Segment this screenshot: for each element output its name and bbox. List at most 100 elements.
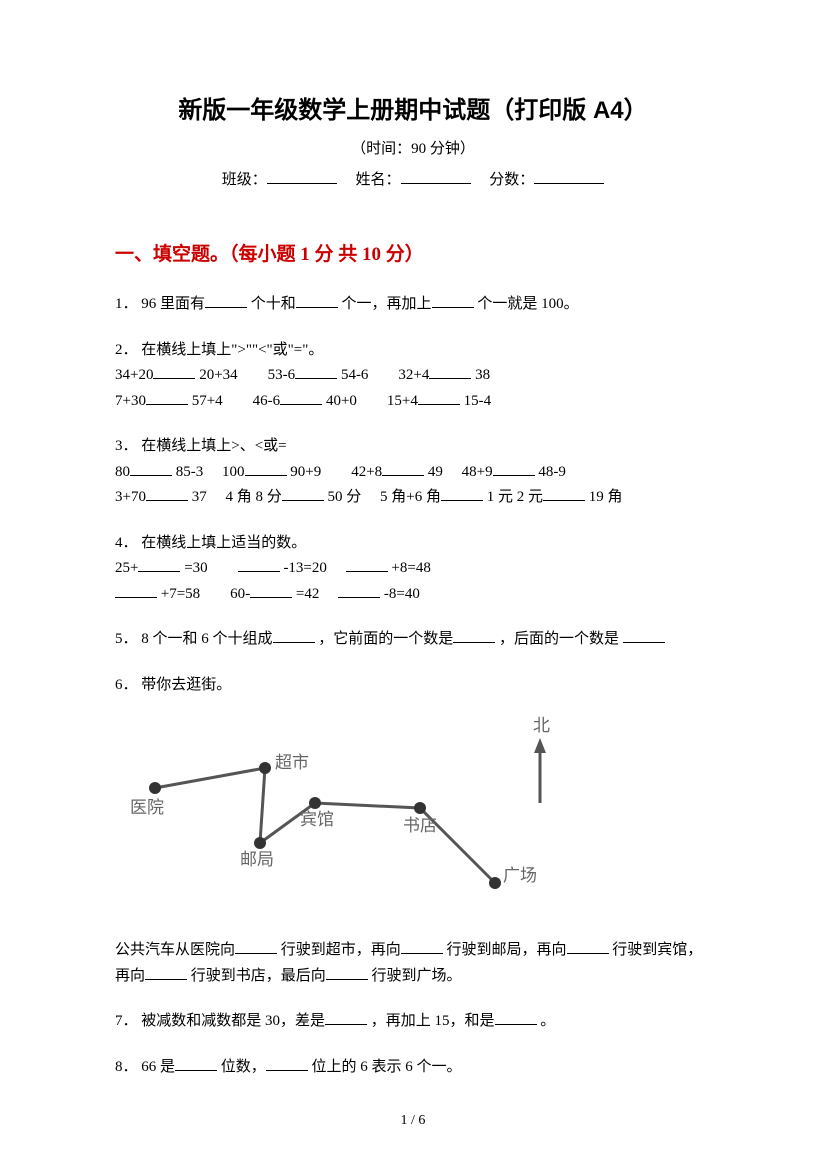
q1-blank-1[interactable] — [205, 293, 247, 308]
q6-p2: 行驶到超市，再向 — [281, 942, 401, 958]
node-bookstore: 书店 — [403, 816, 437, 835]
q2-blank-3[interactable] — [429, 364, 471, 379]
q4-blank-1[interactable] — [138, 557, 180, 572]
q7-blank-1[interactable] — [325, 1010, 367, 1025]
student-info-line: 班级： 姓名： 分数： — [115, 168, 711, 189]
q3-l2e: 19 角 — [589, 489, 623, 505]
q3-l1c: 90+9 42+8 — [290, 464, 382, 480]
q8-blank-1[interactable] — [175, 1056, 217, 1071]
q4-l2b: =42 — [296, 586, 338, 602]
q3-blank-4[interactable] — [493, 461, 535, 476]
q8-p1: 66 是 — [141, 1059, 175, 1075]
name-label: 姓名： — [355, 172, 400, 188]
q3-blank-2[interactable] — [245, 461, 287, 476]
q8-num: 8． — [115, 1059, 138, 1075]
q1-num: 1． — [115, 296, 138, 312]
q7-p2: ，再加上 15，和是 — [371, 1013, 495, 1029]
q5-p2: ，它前面的一个数是 — [318, 631, 453, 647]
q6-blank-1[interactable] — [235, 939, 277, 954]
q4-blank-2[interactable] — [238, 557, 280, 572]
q4-l1b: =30 — [184, 560, 237, 576]
q8-p2: 位数， — [221, 1059, 266, 1075]
question-3: 3． 在横线上填上>、<或= 80 85-3 100 90+9 42+8 49 … — [115, 434, 711, 511]
name-blank[interactable] — [401, 169, 471, 184]
q2-l2c: 40+0 15+4 — [326, 393, 418, 409]
q2-blank-2[interactable] — [295, 364, 337, 379]
q4-blank-5[interactable] — [250, 583, 292, 598]
q1-text-4: 个一就是 100。 — [477, 296, 578, 312]
q4-num: 4． — [115, 535, 138, 551]
q3-l2d: 1 元 2 元 — [487, 489, 543, 505]
north-label: 北 — [533, 716, 550, 735]
q3-l2a: 3+70 — [115, 489, 146, 505]
q4-l1d: +8=48 — [391, 560, 430, 576]
class-label: 班级： — [222, 172, 267, 188]
q4-l2a: +7=58 60- — [161, 586, 250, 602]
section-1-header: 一、填空题。（每小题 1 分 共 10 分） — [115, 239, 711, 266]
page-number: 1 / 6 — [0, 1113, 826, 1129]
q1-text-2: 个十和 — [251, 296, 296, 312]
q3-l1b: 85-3 100 — [176, 464, 245, 480]
q2-l2d: 15-4 — [464, 393, 492, 409]
q3-blank-6[interactable] — [282, 486, 324, 501]
q6-blank-5[interactable] — [326, 965, 368, 980]
q1-blank-2[interactable] — [296, 293, 338, 308]
node-supermarket: 超市 — [275, 753, 309, 772]
exam-title: 新版一年级数学上册期中试题（打印版 A4） — [115, 90, 711, 125]
q4-l1c: -13=20 — [283, 560, 345, 576]
q6-num: 6． — [115, 677, 138, 693]
q2-l1a: 34+20 — [115, 367, 153, 383]
q2-blank-5[interactable] — [280, 390, 322, 405]
q6-p1: 公共汽车从医院向 — [115, 942, 235, 958]
q4-l2c: -8=40 — [384, 586, 420, 602]
q5-blank-3[interactable] — [623, 628, 665, 643]
q3-l1a: 80 — [115, 464, 130, 480]
score-blank[interactable] — [534, 169, 604, 184]
q3-intro: 在横线上填上>、<或= — [141, 438, 286, 454]
q6-blank-2[interactable] — [401, 939, 443, 954]
question-6: 6． 带你去逛街。 北 医院 超市 邮局 宾馆 书店 广场 公共汽车从医院向 行… — [115, 673, 711, 990]
q2-l1d: 38 — [475, 367, 490, 383]
q2-blank-4[interactable] — [146, 390, 188, 405]
q2-blank-6[interactable] — [418, 390, 460, 405]
node-postoffice: 邮局 — [240, 850, 274, 869]
q3-num: 3． — [115, 438, 138, 454]
q5-blank-2[interactable] — [453, 628, 495, 643]
q3-l1e: 48-9 — [538, 464, 566, 480]
q7-blank-2[interactable] — [495, 1010, 537, 1025]
q7-p1: 被减数和减数都是 30，差是 — [141, 1013, 325, 1029]
q1-blank-3[interactable] — [432, 293, 474, 308]
question-2: 2． 在横线上填上">""<"或"="。 34+20 20+34 53-6 54… — [115, 338, 711, 415]
q5-p1: 8 个一和 6 个十组成 — [141, 631, 272, 647]
q2-l2a: 7+30 — [115, 393, 146, 409]
q6-blank-4[interactable] — [145, 965, 187, 980]
question-5: 5． 8 个一和 6 个十组成 ，它前面的一个数是 ，后面的一个数是 — [115, 627, 711, 653]
q4-blank-6[interactable] — [338, 583, 380, 598]
q8-blank-2[interactable] — [266, 1056, 308, 1071]
q3-l1d: 49 48+9 — [428, 464, 493, 480]
q3-blank-8[interactable] — [543, 486, 585, 501]
q7-num: 7． — [115, 1013, 138, 1029]
q6-blank-3[interactable] — [567, 939, 609, 954]
q6-intro: 带你去逛街。 — [141, 677, 231, 693]
q3-blank-5[interactable] — [146, 486, 188, 501]
q2-blank-1[interactable] — [153, 364, 195, 379]
q4-blank-4[interactable] — [115, 583, 157, 598]
q3-l2b: 37 4 角 8 分 — [192, 489, 282, 505]
q1-text-3: 个一，再加上 — [342, 296, 432, 312]
q4-blank-3[interactable] — [346, 557, 388, 572]
question-1: 1． 96 里面有 个十和 个一，再加上 个一就是 100。 — [115, 292, 711, 318]
q5-blank-1[interactable] — [273, 628, 315, 643]
map-diagram: 北 医院 超市 邮局 宾馆 书店 广场 — [125, 713, 605, 923]
score-label: 分数： — [489, 172, 534, 188]
q3-blank-1[interactable] — [130, 461, 172, 476]
q2-l1b: 20+34 53-6 — [199, 367, 295, 383]
q7-p3: 。 — [540, 1013, 555, 1029]
q3-blank-3[interactable] — [382, 461, 424, 476]
q8-p3: 位上的 6 表示 6 个一。 — [312, 1059, 462, 1075]
q5-num: 5． — [115, 631, 138, 647]
class-blank[interactable] — [267, 169, 337, 184]
q5-p3: ，后面的一个数是 — [499, 631, 619, 647]
question-8: 8． 66 是 位数， 位上的 6 表示 6 个一。 — [115, 1055, 711, 1081]
q3-blank-7[interactable] — [441, 486, 483, 501]
